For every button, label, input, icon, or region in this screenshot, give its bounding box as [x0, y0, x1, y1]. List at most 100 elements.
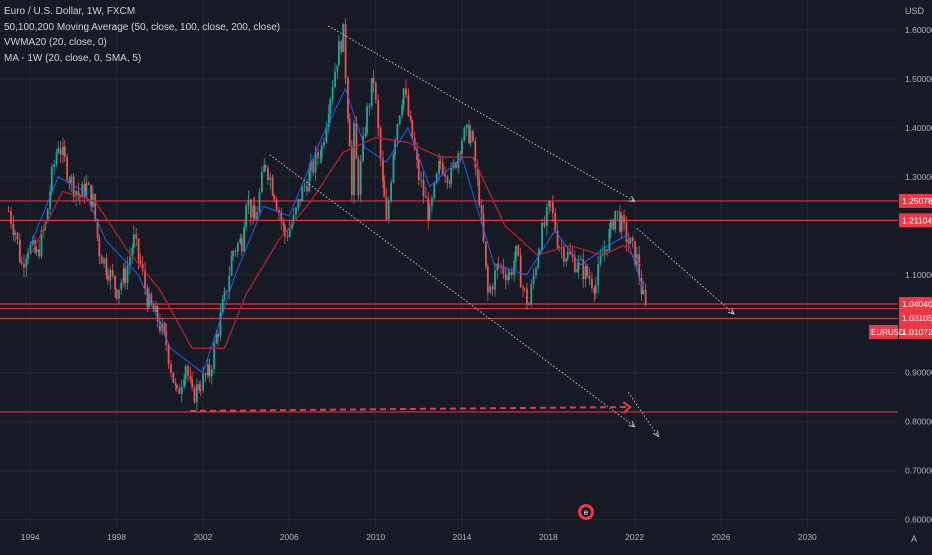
candle-body: [59, 148, 62, 155]
drawings[interactable]: [189, 25, 735, 438]
candle-body: [396, 124, 399, 141]
event-marker[interactable]: e: [578, 504, 594, 520]
trendline[interactable]: [327, 25, 635, 202]
legend-mtf[interactable]: MA - 1W (20, close, 0, SMA, 5): [4, 52, 142, 64]
candle-body: [132, 234, 135, 249]
legend-vwma[interactable]: VWMA20 (20, close, 0): [4, 37, 107, 48]
candle-body: [63, 146, 66, 157]
candle-body: [407, 94, 410, 116]
candle-body: [398, 115, 401, 125]
candle-body: [139, 259, 142, 264]
candle-body: [199, 390, 202, 391]
candle-body: [155, 306, 157, 312]
candle-body: [608, 229, 611, 252]
candle-body: [208, 364, 211, 377]
auto-scale-icon[interactable]: A: [911, 534, 917, 544]
candle-body: [144, 270, 146, 288]
grid: [0, 0, 898, 528]
candle-body: [135, 234, 138, 239]
candle-body: [256, 212, 258, 220]
candle-body: [317, 152, 319, 158]
candle-body: [252, 205, 255, 218]
candle-body: [612, 220, 615, 230]
legend-symbol[interactable]: Euro / U.S. Dollar, 1W, FXCM: [4, 6, 136, 17]
candle-body: [215, 333, 218, 344]
candle-body: [577, 259, 580, 270]
candle-body: [206, 364, 209, 376]
legend: Euro / U.S. Dollar, 1W, FXCM 50,100,200 …: [4, 4, 280, 66]
price-label: 1.03105: [902, 313, 932, 323]
candle-body: [543, 222, 546, 226]
candle-body: [309, 161, 312, 171]
candle-body: [223, 290, 226, 300]
time-axis[interactable]: 1994 1998 2002 2006 2010 2014 2018 2022 2026 2030: [21, 532, 817, 542]
candle-body: [170, 364, 172, 373]
candle-body: [372, 78, 375, 83]
candle-body: [548, 201, 551, 208]
candle-body: [526, 288, 528, 305]
candle-body: [527, 304, 530, 306]
candle-body: [362, 135, 364, 161]
price-label-box: [899, 324, 932, 339]
candle-body: [614, 210, 617, 230]
candle-body: [448, 182, 451, 184]
candle-body: [606, 249, 608, 252]
candle-body: [90, 184, 92, 207]
candle-body: [625, 222, 628, 243]
candle-body: [461, 140, 463, 154]
trendline[interactable]: [269, 154, 635, 427]
candle-body: [510, 272, 513, 275]
candle-body: [306, 186, 308, 192]
candle-body: [508, 272, 511, 276]
ma-fast-line: [29, 87, 644, 374]
candle-body: [176, 385, 178, 389]
candle-body: [284, 226, 286, 237]
candle-body: [228, 275, 231, 292]
candle-body: [195, 384, 198, 403]
symbol-tag: EURUSD: [871, 328, 905, 337]
candle-body: [338, 41, 340, 66]
candle-body: [422, 179, 425, 197]
projection-arrow[interactable]: [189, 406, 631, 412]
legend-ma[interactable]: 50,100,200 Moving Average (50, close, 10…: [4, 21, 281, 33]
candle-body: [87, 183, 90, 185]
candle-body: [312, 161, 315, 173]
candle-body: [10, 211, 12, 224]
candle-body: [83, 184, 86, 197]
price-label: 1.25078: [902, 196, 932, 206]
candle-body: [507, 275, 510, 281]
candle-body: [486, 266, 489, 293]
candle-body: [29, 244, 32, 253]
candle-body: [202, 373, 205, 391]
candle-body: [551, 202, 554, 214]
candle-body: [588, 275, 591, 280]
candle-body: [18, 239, 21, 262]
candle-body: [96, 219, 99, 238]
candle-body: [16, 232, 19, 240]
candle-body: [319, 157, 322, 159]
candle-body: [478, 179, 481, 206]
candle-body: [183, 379, 186, 387]
trendline[interactable]: [636, 227, 735, 315]
trendline-arrowhead: [728, 308, 735, 315]
candle-body: [340, 41, 343, 53]
candle-body: [234, 251, 237, 252]
candle-body: [263, 165, 266, 173]
candle-body: [291, 223, 293, 229]
candle-body: [213, 343, 216, 369]
candle-body: [334, 71, 336, 88]
candle-body: [530, 284, 533, 305]
candle-body: [156, 306, 159, 322]
candle-body: [571, 254, 574, 257]
candle-body: [385, 197, 388, 220]
candle-body: [327, 113, 330, 127]
candle-body: [638, 254, 641, 278]
candle-body: [236, 243, 239, 252]
candle-body: [593, 288, 596, 294]
candle-body: [446, 176, 449, 183]
candle-body: [562, 247, 565, 262]
